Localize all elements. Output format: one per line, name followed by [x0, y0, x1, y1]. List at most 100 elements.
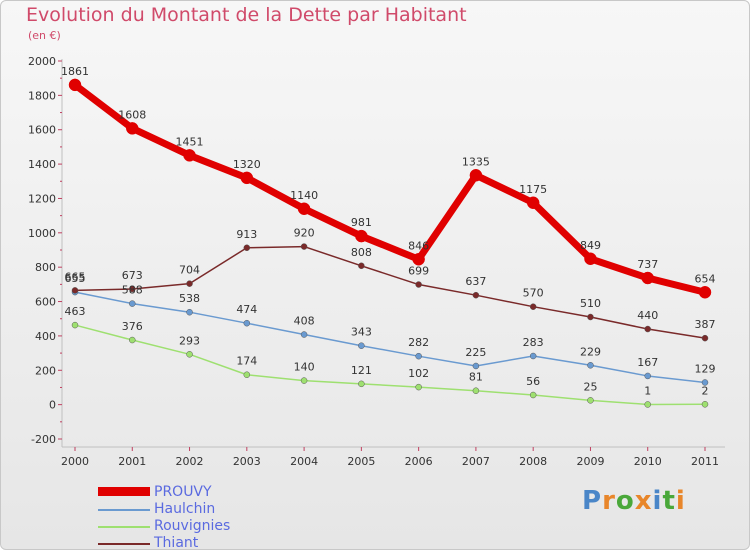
data-point-thiant: [644, 325, 651, 333]
data-point-haulchin: [186, 308, 193, 316]
data-label-prouvy: 1861: [61, 65, 89, 78]
data-label-thiant: 440: [637, 309, 658, 322]
data-point-haulchin: [701, 379, 709, 386]
series-line-rouvignies: [74, 324, 706, 406]
data-point-prouvy: [297, 202, 311, 216]
legend-label-haulchin: Haulchin: [154, 501, 216, 517]
x-tick-label: 2007: [462, 455, 490, 468]
data-point-thiant: [129, 285, 136, 293]
legend-label-prouvy: PROUVY: [154, 484, 212, 500]
data-label-thiant: 387: [695, 318, 716, 331]
data-label-haulchin: 474: [236, 303, 257, 316]
data-label-haulchin: 282: [408, 336, 429, 349]
data-label-rouvignies: 293: [179, 334, 200, 347]
data-point-haulchin: [472, 362, 480, 370]
x-tick-label: 2005: [347, 455, 375, 468]
data-point-rouvignies: [587, 397, 594, 404]
data-point-thiant: [587, 313, 594, 321]
data-point-rouvignies: [644, 401, 651, 408]
data-label-haulchin: 588: [122, 284, 143, 297]
data-label-thiant: 665: [65, 270, 86, 283]
data-label-haulchin: 225: [465, 346, 486, 359]
data-label-rouvignies: 376: [122, 320, 143, 333]
y-tick-label: 400: [35, 330, 56, 343]
y-tick-label: 1800: [28, 89, 56, 102]
data-label-thiant: 808: [351, 246, 372, 259]
y-tick-label: -200: [31, 433, 56, 446]
data-point-prouvy: [126, 122, 139, 135]
data-point-prouvy: [183, 149, 196, 162]
data-label-prouvy: 1608: [118, 108, 146, 121]
data-label-prouvy: 849: [580, 239, 601, 252]
legend-swatch-haulchin: [98, 509, 150, 511]
data-point-thiant: [415, 281, 422, 288]
data-point-thiant: [472, 291, 480, 299]
chart-title: Evolution du Montant de la Dette par Hab…: [26, 4, 467, 26]
x-tick-label: 2004: [290, 455, 318, 468]
data-label-haulchin: 408: [294, 315, 315, 328]
legend-item-haulchin: Haulchin: [98, 501, 348, 518]
proxiti-logo: Proxiti: [582, 486, 686, 516]
data-point-haulchin: [415, 352, 422, 360]
data-label-haulchin: 655: [65, 272, 86, 285]
x-tick-label: 2006: [405, 455, 433, 468]
legend-label-rouvignies: Rouvignies: [154, 518, 231, 534]
data-label-rouvignies: 81: [469, 371, 483, 384]
data-label-thiant: 510: [580, 297, 601, 310]
x-tick-label: 2000: [61, 455, 89, 468]
data-point-haulchin: [243, 319, 251, 327]
data-label-rouvignies: 121: [351, 364, 372, 377]
data-point-prouvy: [584, 252, 597, 266]
data-point-prouvy: [68, 78, 82, 92]
legend-swatch-thiant: [98, 543, 150, 545]
data-label-thiant: 673: [122, 269, 143, 282]
data-point-prouvy: [641, 271, 654, 285]
data-point-thiant: [529, 303, 537, 310]
y-tick-label: 1400: [28, 158, 56, 171]
data-label-haulchin: 167: [637, 356, 658, 369]
y-tick-label: 1200: [28, 192, 56, 205]
data-label-haulchin: 229: [580, 345, 601, 358]
y-tick-label: 2000: [28, 55, 56, 68]
data-point-thiant: [243, 244, 251, 252]
data-label-rouvignies: 140: [294, 361, 315, 374]
y-tick-label: 1600: [28, 124, 56, 137]
data-label-haulchin: 343: [351, 326, 372, 339]
x-tick-label: 2008: [519, 455, 547, 468]
y-tick-label: 200: [35, 364, 56, 377]
data-point-prouvy: [469, 169, 483, 182]
data-point-rouvignies: [415, 383, 422, 391]
data-point-thiant: [186, 280, 193, 287]
data-point-thiant: [300, 243, 308, 250]
data-label-rouvignies: 1: [644, 384, 651, 397]
data-label-rouvignies: 56: [526, 375, 540, 388]
data-point-haulchin: [358, 342, 365, 349]
data-label-thiant: 699: [408, 265, 429, 278]
data-point-prouvy: [240, 171, 254, 185]
y-tick-label: 800: [35, 261, 56, 274]
series-line-prouvy: [72, 82, 706, 296]
data-label-rouvignies: 2: [702, 384, 709, 397]
axes: -200 0 200 400 600 800 1000 1200 1400 1600 1800 200…: [28, 55, 725, 468]
data-label-thiant: 913: [236, 228, 257, 241]
data-label-thiant: 637: [465, 275, 486, 288]
data-point-rouvignies: [243, 371, 251, 378]
unit-label: (en €): [28, 29, 61, 42]
legend-item-thiant: Thiant: [98, 535, 348, 552]
data-point-prouvy: [698, 286, 712, 299]
data-point-thiant: [358, 262, 365, 270]
data-point-prouvy: [526, 196, 540, 209]
data-labels: 1861160814511320114098184613351175849737…: [61, 65, 716, 398]
data-point-rouvignies: [129, 336, 136, 344]
legend-swatch-prouvy: [98, 487, 150, 496]
data-point-rouvignies: [472, 387, 480, 394]
x-tick-label: 2009: [576, 455, 604, 468]
data-label-thiant: 570: [523, 287, 544, 300]
data-point-rouvignies: [300, 377, 308, 384]
data-label-thiant: 920: [294, 227, 315, 240]
data-label-haulchin: 129: [695, 362, 716, 375]
data-point-thiant: [701, 334, 709, 342]
data-point-rouvignies: [701, 401, 709, 408]
